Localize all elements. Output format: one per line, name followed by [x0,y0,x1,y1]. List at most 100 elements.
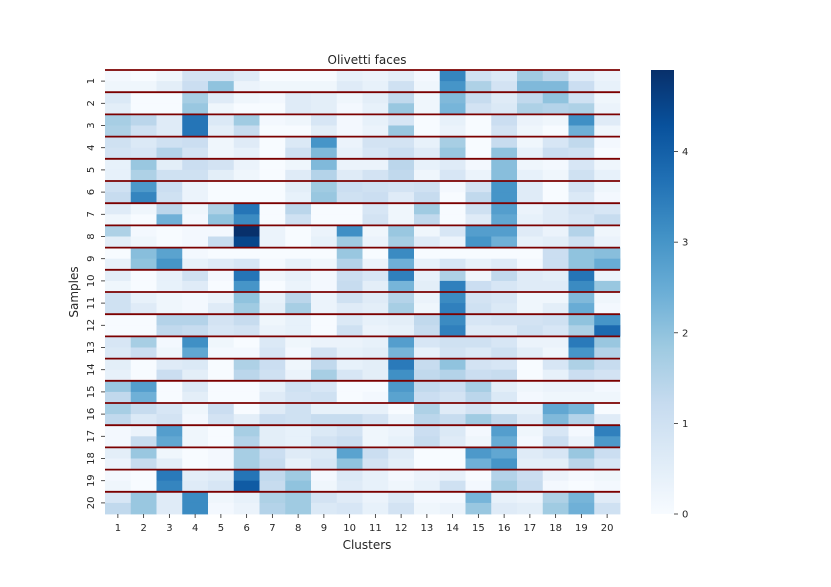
heatmap-cell [336,425,363,437]
heatmap-cell [259,469,286,482]
heatmap-cell [105,158,132,171]
x-tick-label: 17 [524,523,537,534]
colorbar-tick-label: 4 [682,147,688,158]
heatmap-cell [233,380,260,393]
heatmap-cell [414,347,441,359]
heatmap-cell [517,147,544,160]
heatmap-cell [336,103,363,115]
heatmap-cell [594,125,621,137]
heatmap-cell [259,70,286,82]
heatmap-cell [208,70,235,82]
heatmap-cell [388,103,415,115]
heatmap-cell [542,236,569,248]
heatmap-cell [311,280,338,293]
heatmap-cell [414,325,441,337]
heatmap-cell [491,292,518,304]
heatmap-cell [414,436,441,448]
y-axis-label: Samples [67,266,81,317]
heatmap-cell [208,391,235,404]
heatmap-cell [182,114,209,126]
heatmap-cell [233,81,260,93]
heatmap-cell [388,114,415,126]
x-tick-label: 13 [421,523,434,534]
heatmap-cell [182,369,209,382]
heatmap-cell [156,369,183,382]
heatmap-cell [568,491,595,504]
heatmap-cell [414,114,441,126]
heatmap-cell [465,292,492,304]
heatmap-cell [156,480,183,493]
y-tick-label: 14 [86,363,97,376]
heatmap-cell [233,247,260,260]
heatmap-cell [517,225,544,237]
heatmap-cell [182,258,209,271]
heatmap-cell [465,236,492,248]
heatmap-cell [130,447,157,459]
heatmap-cell [568,480,595,493]
heatmap-cell [285,491,312,504]
heatmap-cell [362,369,389,382]
heatmap-cell [388,391,415,404]
heatmap-cell [233,103,260,115]
heatmap-cell [491,391,518,404]
heatmap-cell [130,280,157,293]
heatmap-cell [259,480,286,493]
heatmap-cell [130,502,157,515]
heatmap-cell [542,325,569,337]
heatmap-cell [130,214,157,226]
heatmap-cell [594,136,621,149]
heatmap-cell [208,458,235,470]
heatmap-cell [259,158,286,171]
heatmap-cell [439,203,466,215]
heatmap-cell [208,258,235,271]
heatmap-cell [182,81,209,93]
heatmap-cell [362,303,389,315]
heatmap-cell [130,269,157,282]
heatmap-cell [336,147,363,160]
heatmap-cell [465,380,492,393]
heatmap-cell [233,425,260,437]
heatmap-cell [336,336,363,348]
x-tick-label: 18 [549,523,562,534]
heatmap-cell [388,247,415,260]
heatmap-cell [336,303,363,315]
heatmap-cell [517,491,544,504]
heatmap-cell [568,436,595,448]
heatmap-cell [414,303,441,315]
heatmap-cell [156,136,183,149]
heatmap-cell [156,280,183,293]
heatmap-cell [311,369,338,382]
heatmap-cell [568,414,595,426]
heatmap-cell [336,214,363,226]
heatmap-cell [105,502,132,515]
heatmap-cell [414,458,441,470]
heatmap-cell [542,380,569,393]
heatmap-cell [259,136,286,149]
heatmap-cell [259,325,286,337]
heatmap-cell [568,92,595,104]
heatmap-cell [414,125,441,137]
heatmap-cell [156,269,183,282]
heatmap-cell [439,447,466,459]
chart-title: Olivetti faces [328,53,407,67]
heatmap-cell [439,391,466,404]
heatmap-cell [130,303,157,315]
heatmap-cell [517,425,544,437]
heatmap-cell [311,169,338,182]
heatmap-cell [439,181,466,193]
heatmap-cell [465,258,492,271]
heatmap-cell [130,336,157,348]
heatmap-cell [105,136,132,149]
heatmap-cell [439,70,466,82]
heatmap-cell [414,391,441,404]
heatmap-cell [336,125,363,137]
heatmap-cell [130,136,157,149]
heatmap-cell [388,325,415,337]
heatmap-cell [208,269,235,282]
heatmap-cell [208,469,235,482]
heatmap-cell [259,214,286,226]
heatmap-cell [491,314,518,326]
heatmap-cell [336,225,363,237]
heatmap-cell [130,491,157,504]
heatmap-cell [362,491,389,504]
